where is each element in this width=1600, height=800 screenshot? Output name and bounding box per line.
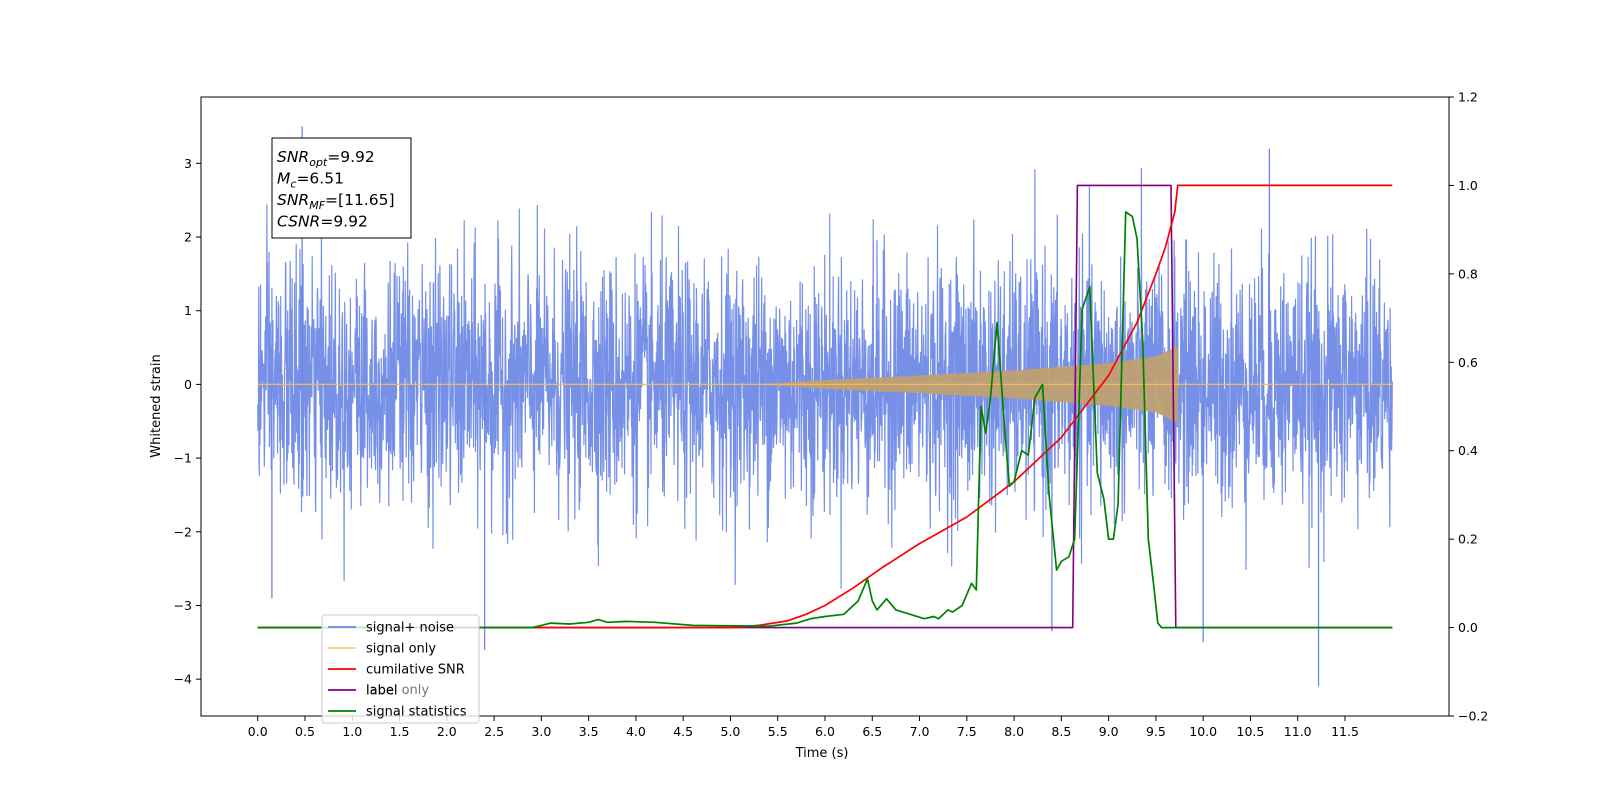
y-left-tick-label: −4 xyxy=(174,672,192,687)
legend: label only signal+ noise signal only cumila… xyxy=(321,614,480,724)
legend-frame xyxy=(321,614,480,724)
x-tick-label: 2.0 xyxy=(437,724,457,739)
y-right-tick-label: 1.0 xyxy=(1458,178,1478,193)
y-right-tick-label: 0.6 xyxy=(1458,355,1478,370)
series-cumulative-snr xyxy=(257,184,1393,629)
y-left-tick-label: −2 xyxy=(174,524,192,539)
x-tick-label: 5.0 xyxy=(721,724,741,739)
series-signal-statistics xyxy=(257,211,1393,629)
x-tick-label: 6.5 xyxy=(862,724,882,739)
x-tick-label: 4.0 xyxy=(626,724,646,739)
y-axis-left: 3 2 1 0 −1 −2 −3 −4 xyxy=(174,156,201,687)
x-tick-label: 10.0 xyxy=(1189,724,1217,739)
x-tick-label: 5.5 xyxy=(768,724,788,739)
annotation-subscript: opt xyxy=(309,156,328,169)
x-tick-label: 7.0 xyxy=(910,724,930,739)
legend-hidden-text: label only xyxy=(366,683,429,698)
annotation-frame xyxy=(271,137,412,239)
x-tick-label: 3.0 xyxy=(531,724,551,739)
annotation-subscript: MF xyxy=(309,199,325,212)
annotation-symbol: M xyxy=(277,170,290,188)
x-tick-label: 8.0 xyxy=(1004,724,1024,739)
x-tick-label: 11.5 xyxy=(1331,724,1359,739)
x-axis-label: Time (s) xyxy=(795,746,849,761)
x-tick-label: 3.5 xyxy=(579,724,599,739)
x-tick-label: 0.5 xyxy=(295,724,315,739)
x-tick-label: 6.0 xyxy=(815,724,835,739)
x-tick-label: 1.5 xyxy=(390,724,410,739)
annotation-value: =[11.65] xyxy=(325,191,394,209)
series-signal-noise xyxy=(257,167,1393,589)
x-tick-label: 2.5 xyxy=(484,724,504,739)
legend-entry: signal only xyxy=(366,642,436,657)
x-tick-label: 4.5 xyxy=(673,724,693,739)
annotation-value: =6.51 xyxy=(296,170,344,188)
x-tick-label: 1.0 xyxy=(342,724,362,739)
x-tick-label: 9.0 xyxy=(1099,724,1119,739)
y-left-tick-label: 1 xyxy=(184,303,192,318)
y-left-tick-label: −3 xyxy=(174,598,192,613)
x-tick-label: 11.0 xyxy=(1284,724,1312,739)
annotation-line: SNRopt=9.92 xyxy=(277,148,375,169)
y-right-tick-label: 0.8 xyxy=(1458,266,1478,281)
annotation-value: =9.92 xyxy=(327,148,375,166)
legend-entry: signal+ noise xyxy=(366,621,454,636)
annotation-line: Mc=6.51 xyxy=(277,170,344,191)
annotation-subscript: c xyxy=(290,178,296,191)
annotation-line: CSNR=9.92 xyxy=(277,213,368,231)
x-tick-label: 10.5 xyxy=(1237,724,1265,739)
y-left-tick-label: 2 xyxy=(184,230,192,245)
y-left-tick-label: 0 xyxy=(184,377,192,392)
y-right-tick-label: 0.0 xyxy=(1458,620,1478,635)
legend-entry: cumilative SNR xyxy=(366,663,465,678)
x-tick-label: 9.5 xyxy=(1146,724,1166,739)
y-right-tick-label: 0.2 xyxy=(1458,532,1478,547)
annotation-symbol: SNR xyxy=(277,148,309,166)
x-tick-label: 8.5 xyxy=(1051,724,1071,739)
annotation-line: SNRMF=[11.65] xyxy=(277,191,395,212)
annotation-symbol: CSNR xyxy=(277,213,320,231)
y-left-tick-label: −1 xyxy=(174,451,192,466)
y-axis-right: 1.2 1.0 0.8 0.6 0.4 0.2 0.0 −0.2 xyxy=(1449,90,1488,724)
y-left-tick-label: 3 xyxy=(184,156,192,171)
x-tick-label: 0.0 xyxy=(248,724,268,739)
y-axis-label: Whitened strain xyxy=(149,354,164,457)
annotation-symbol: SNR xyxy=(277,191,309,209)
legend-entry: label xyxy=(366,684,397,699)
y-right-tick-label: 1.2 xyxy=(1458,90,1478,105)
x-tick-label: 7.5 xyxy=(957,724,977,739)
legend-entry: signal statistics xyxy=(366,705,467,720)
plot-area xyxy=(257,126,1393,687)
y-right-tick-label: 0.4 xyxy=(1458,443,1478,458)
annotation-value: =9.92 xyxy=(320,213,368,231)
y-right-tick-label: −0.2 xyxy=(1458,709,1488,724)
